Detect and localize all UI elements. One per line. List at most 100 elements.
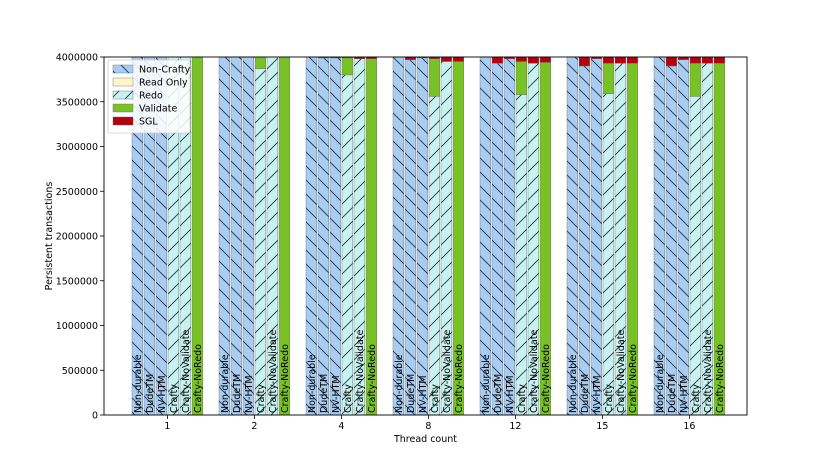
bar-label-16-dudetm: DudeTM: [667, 374, 678, 413]
bar-label-12-nv-htm: NV-HTM: [505, 375, 516, 413]
bar-2-nv-htm-non-crafty-hatch: [243, 57, 254, 415]
legend-swatch-sgl: [112, 116, 134, 126]
bar-4-crafty-validate: [341, 57, 354, 76]
bar-8-nv-htm-non-crafty-hatch: [417, 57, 428, 416]
bar-4-crafty-novalidate-redo-hatch: [354, 58, 365, 415]
y-tick-label-3000000: 3000000: [56, 142, 98, 153]
legend-label-sgl: SGL: [139, 117, 158, 128]
bar-8-non-durable-non-crafty-hatch: [393, 57, 404, 415]
bar-4-crafty-redo-hatch: [342, 74, 353, 416]
bar-label-12-non-durable: Non-durable: [481, 354, 492, 413]
bar-16-crafty-noredo-sgl: [713, 56, 726, 64]
bar-1-crafty-novalidate-redo-hatch: [180, 57, 191, 415]
bar-12-dudetm-non-crafty-hatch: [492, 63, 503, 415]
bar-8-crafty-novalidate-redo-hatch: [441, 61, 452, 415]
legend: Non-Crafty Read Only Redo Validate SGL: [107, 59, 191, 134]
bar-label-4-crafty-novalidate: Crafty-NoValidate: [355, 329, 366, 413]
bar-1-non-durable-non-crafty-hatch: [132, 57, 143, 415]
bar-8-crafty-redo-hatch: [429, 96, 440, 415]
bar-8-crafty-novalidate-sgl: [440, 56, 453, 62]
bar-1-dudetm-non-crafty-hatch: [144, 57, 155, 415]
bar-12-crafty-validate: [515, 61, 528, 95]
y-axis-label: Persistent transactions: [44, 182, 55, 291]
x-axis-label: Thread count: [393, 434, 457, 445]
bar-2-crafty-validate: [254, 56, 267, 69]
bar-label-4-nv-htm: NV-HTM: [331, 375, 342, 413]
bar-15-dudetm-non-crafty-hatch: [579, 65, 590, 415]
bar-15-crafty-novalidate-sgl: [614, 56, 627, 64]
bar-16-crafty-novalidate-redo-hatch: [702, 63, 713, 415]
bar-15-crafty-novalidate-redo-hatch: [615, 63, 626, 415]
bar-16-crafty-sgl: [689, 56, 702, 64]
bars-layer: [131, 56, 726, 416]
bar-12-crafty-noredo-sgl: [539, 56, 552, 63]
y-tick-label-0: 0: [92, 411, 98, 422]
bar-16-nv-htm-non-crafty-hatch: [678, 59, 689, 416]
bar-label-16-crafty-noredo: Crafty-NoRedo: [715, 344, 726, 413]
bar-16-crafty-novalidate-sgl: [701, 56, 714, 64]
bar-12-non-durable-non-crafty-hatch: [480, 57, 491, 415]
bar-2-crafty-novalidate-redo-hatch: [267, 57, 278, 415]
bar-label-4-dudetm: DudeTM: [319, 374, 330, 413]
bar-2-non-durable-non-crafty-hatch: [219, 57, 230, 415]
bar-12-crafty-novalidate-sgl: [527, 56, 540, 64]
bar-label-12-crafty-novalidate: Crafty-NoValidate: [529, 329, 540, 413]
axes-layer: 0 500000 1000000 1500000 2000000 2500000 30000…: [44, 53, 748, 445]
bar-label-8-non-durable: Non-durable: [394, 354, 405, 413]
bar-12-nv-htm-non-crafty-hatch: [504, 58, 515, 415]
x-tick-label-2: 2: [251, 421, 257, 432]
y-tick-label-500000: 500000: [62, 366, 98, 377]
legend-label-validate: Validate: [139, 104, 177, 115]
y-tick-label-1500000: 1500000: [56, 276, 98, 287]
legend-swatch-hatch-non-crafty: [113, 65, 133, 73]
bar-label-4-non-durable: Non-durable: [307, 354, 318, 413]
x-tick-label-8: 8: [425, 421, 431, 432]
bar-label-1-crafty: Crafty: [169, 384, 180, 413]
bar-label-4-crafty: Crafty: [343, 384, 354, 413]
bar-label-1-non-durable: Non-durable: [133, 354, 144, 413]
x-tick-label-4: 4: [338, 421, 344, 432]
bar-16-crafty-validate: [689, 63, 702, 97]
legend-swatch-read-only: [112, 77, 134, 87]
bar-label-2-crafty-noredo: Crafty-NoRedo: [280, 344, 291, 413]
bar-label-15-crafty: Crafty: [604, 384, 615, 413]
bar-15-crafty-validate: [602, 63, 615, 94]
bar-label-16-crafty: Crafty: [691, 384, 702, 413]
x-tick-label-16: 16: [683, 421, 695, 432]
bar-8-dudetm-non-crafty-hatch: [405, 59, 416, 416]
bar-label-8-crafty-novalidate: Crafty-NoValidate: [442, 329, 453, 413]
bar-4-non-durable-non-crafty-hatch: [306, 57, 317, 415]
bar-label-1-nv-htm: NV-HTM: [157, 375, 168, 413]
bar-labels-layer: Non-durable DudeTM NV-HTM Crafty Crafty-NoVa…: [133, 329, 726, 413]
bar-12-crafty-sgl: [515, 56, 528, 62]
y-tick-label-2000000: 2000000: [56, 232, 98, 243]
bar-label-2-dudetm: DudeTM: [232, 374, 243, 413]
bar-2-crafty-redo-hatch: [255, 68, 266, 415]
bar-label-2-non-durable: Non-durable: [220, 354, 231, 413]
bar-12-crafty-redo-hatch: [516, 94, 527, 415]
bar-15-crafty-sgl: [602, 56, 615, 64]
bar-16-dudetm-non-crafty-hatch: [666, 65, 677, 415]
bar-label-16-nv-htm: NV-HTM: [679, 375, 690, 413]
bar-2-dudetm-non-crafty-hatch: [231, 57, 242, 415]
bar-label-1-dudetm: DudeTM: [145, 374, 156, 413]
legend-label-non-crafty: Non-Crafty: [139, 65, 191, 76]
bar-15-crafty-noredo-sgl: [626, 56, 639, 64]
bar-label-8-crafty-noredo: Crafty-NoRedo: [454, 344, 465, 413]
x-tick-label-15: 15: [596, 421, 608, 432]
bar-16-non-durable-non-crafty-hatch: [654, 57, 665, 415]
bar-label-2-crafty: Crafty: [256, 384, 267, 413]
bar-label-15-nv-htm: NV-HTM: [592, 375, 603, 413]
bar-1-crafty-redo-hatch: [168, 57, 179, 415]
bar-label-12-crafty-noredo: Crafty-NoRedo: [541, 344, 552, 413]
bar-12-dudetm-sgl: [491, 56, 504, 64]
bar-label-15-crafty-noredo: Crafty-NoRedo: [628, 344, 639, 413]
legend-swatch-validate: [112, 103, 134, 113]
bar-label-15-crafty-novalidate: Crafty-NoValidate: [616, 329, 627, 413]
bar-15-nv-htm-non-crafty-hatch: [591, 58, 602, 415]
bar-label-16-crafty-novalidate: Crafty-NoValidate: [703, 329, 714, 413]
bar-4-nv-htm-non-crafty-hatch: [330, 57, 341, 416]
x-tick-label-12: 12: [509, 421, 521, 432]
bar-15-crafty-redo-hatch: [603, 93, 614, 415]
